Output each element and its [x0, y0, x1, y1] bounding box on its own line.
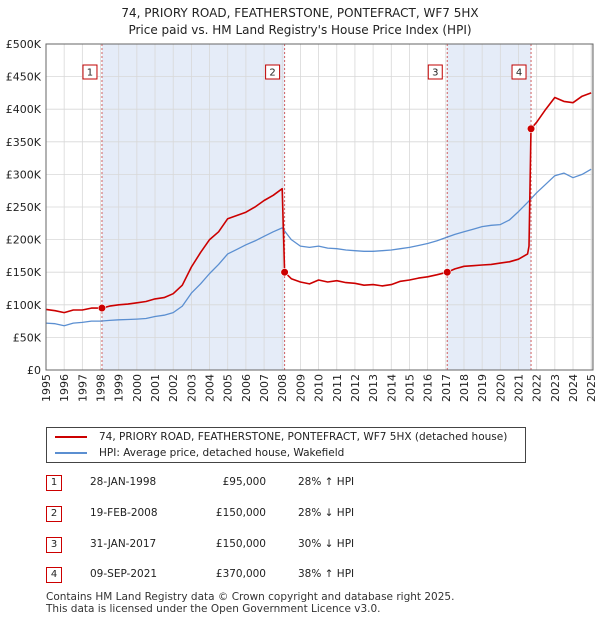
- hpi-series-line: [45, 168, 592, 327]
- y-tick-label: £150K: [6, 266, 42, 279]
- x-tick-label: 2010: [313, 374, 326, 402]
- chart-subtitle: Price paid vs. HM Land Registry's House …: [128, 23, 472, 37]
- transaction-point: [280, 268, 289, 277]
- x-tick-label: 2001: [149, 374, 162, 402]
- transaction-date: 09-SEP-2021: [90, 568, 158, 580]
- footer-licence: This data is licensed under the Open Gov…: [46, 603, 381, 615]
- transaction-date: 28-JAN-1998: [90, 476, 157, 488]
- transaction-label: 1: [87, 68, 93, 79]
- transaction-number: 3: [46, 537, 62, 553]
- transaction-price: £370,000: [215, 568, 266, 580]
- x-tick-label: 2005: [222, 374, 235, 402]
- x-tick-label: 2014: [385, 374, 398, 402]
- y-tick-label: £450K: [6, 71, 42, 84]
- x-tick-label: 2015: [403, 374, 416, 402]
- x-tick-label: 2019: [476, 374, 489, 402]
- transaction-hpi-diff: 30% ↓ HPI: [298, 538, 355, 550]
- transaction-label-box: [82, 64, 98, 80]
- x-tick-label: 2012: [349, 374, 362, 402]
- footer: Contains HM Land Registry data © Crown c…: [46, 591, 454, 615]
- y-tick-label: £0: [27, 364, 41, 377]
- transaction-label: 2: [269, 68, 275, 79]
- x-tick-label: 2009: [294, 374, 307, 402]
- plot-frame: [45, 43, 594, 371]
- y-tick-label: £250K: [6, 201, 42, 214]
- legend: 74, PRIORY ROAD, FEATHERSTONE, PONTEFRAC…: [46, 427, 526, 463]
- x-tick-label: 2016: [422, 374, 435, 402]
- y-tick-label: £200K: [6, 234, 42, 247]
- transaction-label-box: [265, 64, 281, 80]
- x-tick-label: 2004: [204, 374, 217, 402]
- x-tick-label: 2025: [585, 374, 598, 402]
- y-tick-label: £400K: [6, 103, 42, 116]
- x-tick-label: 1996: [58, 374, 71, 402]
- transaction-hpi-diff: 28% ↑ HPI: [298, 476, 355, 488]
- y-tick-label: £100K: [6, 299, 42, 312]
- x-tick-label: 1995: [40, 374, 53, 402]
- chart-title: 74, PRIORY ROAD, FEATHERSTONE, PONTEFRAC…: [121, 6, 479, 20]
- legend-swatch-property: [55, 436, 87, 438]
- x-tick-label: 2011: [331, 374, 344, 402]
- x-tick-label: 1997: [76, 374, 89, 402]
- transaction-date: 19-FEB-2008: [90, 507, 158, 519]
- transaction-label-box: [427, 64, 443, 80]
- x-tick-label: 2006: [240, 374, 253, 402]
- x-tick-label: 2003: [185, 374, 198, 402]
- legend-label-property: 74, PRIORY ROAD, FEATHERSTONE, PONTEFRAC…: [99, 431, 508, 443]
- x-tick-label: 2024: [567, 374, 580, 402]
- transaction-number: 1: [46, 475, 62, 491]
- price-chart: 1 2 3 4 £0 £50K £100K £150K £200K £250K £300K £350K…: [6, 38, 598, 402]
- x-tick-label: 2013: [367, 374, 380, 402]
- legend-item-property: 74, PRIORY ROAD, FEATHERSTONE, PONTEFRAC…: [55, 430, 507, 444]
- transaction-hpi-diff: 28% ↓ HPI: [298, 507, 355, 519]
- x-tick-label: 2000: [131, 374, 144, 402]
- transaction-label: 4: [516, 68, 522, 79]
- x-tick-label: 2020: [494, 374, 507, 402]
- transaction-number: 4: [46, 567, 62, 583]
- transaction-label-box: [511, 64, 527, 80]
- transaction-price: £95,000: [222, 476, 266, 488]
- x-tick-label: 1999: [113, 374, 126, 402]
- y-tick-label: £50K: [13, 331, 42, 344]
- y-tick-label: £300K: [6, 168, 42, 181]
- x-tick-label: 2021: [512, 374, 525, 402]
- legend-item-hpi: HPI: Average price, detached house, Wake…: [55, 446, 344, 460]
- x-tick-label: 2002: [167, 374, 180, 402]
- y-tick-label: £350K: [6, 136, 42, 149]
- transaction-number: 2: [46, 506, 62, 522]
- transaction-date: 31-JAN-2017: [90, 538, 157, 550]
- legend-label-hpi: HPI: Average price, detached house, Wake…: [99, 447, 345, 459]
- x-tick-label: 2008: [276, 374, 289, 402]
- transaction-point: [526, 124, 536, 133]
- legend-swatch-hpi: [55, 452, 87, 454]
- transaction-price: £150,000: [215, 538, 266, 550]
- x-tick-label: 2022: [531, 374, 544, 402]
- x-tick-label: 1998: [95, 374, 108, 402]
- transaction-point: [443, 268, 452, 277]
- y-tick-label: £500K: [6, 38, 42, 51]
- x-tick-label: 2017: [440, 374, 453, 402]
- transaction-point: [97, 303, 107, 313]
- transaction-hpi-diff: 38% ↑ HPI: [298, 568, 355, 580]
- footer-copyright: Contains HM Land Registry data © Crown c…: [46, 591, 455, 603]
- x-tick-label: 2007: [258, 374, 271, 402]
- property-series-line: [45, 92, 592, 314]
- transaction-label: 3: [432, 68, 438, 79]
- x-tick-label: 2018: [458, 374, 471, 402]
- x-tick-label: 2023: [549, 374, 562, 402]
- transaction-price: £150,000: [215, 507, 266, 519]
